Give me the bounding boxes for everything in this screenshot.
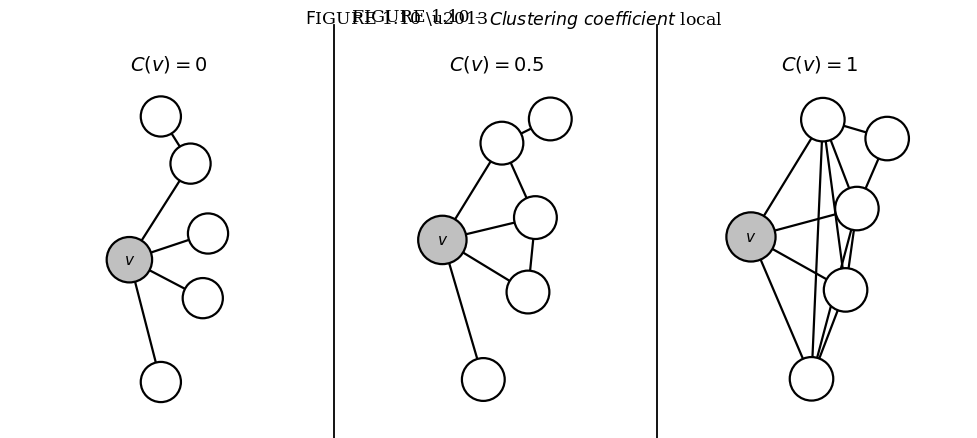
Circle shape <box>726 213 775 262</box>
Circle shape <box>865 117 908 161</box>
Text: $v$: $v$ <box>744 230 756 244</box>
Title: $C(v) = 0.5$: $C(v) = 0.5$ <box>448 54 543 75</box>
Circle shape <box>106 237 152 283</box>
Circle shape <box>823 268 867 312</box>
Circle shape <box>506 271 549 314</box>
Text: $v$: $v$ <box>437 233 447 247</box>
Text: FIGURE 1.10 –: FIGURE 1.10 – <box>352 9 488 26</box>
Circle shape <box>188 214 228 254</box>
Circle shape <box>529 99 572 141</box>
Circle shape <box>141 97 181 137</box>
Circle shape <box>418 216 466 265</box>
Circle shape <box>461 358 504 401</box>
Circle shape <box>834 187 877 231</box>
Circle shape <box>800 99 844 142</box>
Text: $\mathrm{F}$IGURE 1.10 \u2013: $\mathrm{F}$IGURE 1.10 \u2013 <box>305 9 488 28</box>
Circle shape <box>514 197 556 240</box>
Circle shape <box>789 357 832 401</box>
Circle shape <box>141 362 181 402</box>
Title: $C(v) = 1$: $C(v) = 1$ <box>780 54 857 75</box>
Text: $\mathit{Clustering\ coefficient}$ local: $\mathit{Clustering\ coefficient}$ local <box>488 9 722 31</box>
Circle shape <box>480 123 523 165</box>
Circle shape <box>183 279 223 318</box>
Title: $C(v) = 0$: $C(v) = 0$ <box>130 54 207 75</box>
Circle shape <box>170 144 210 184</box>
Text: $v$: $v$ <box>124 253 135 267</box>
